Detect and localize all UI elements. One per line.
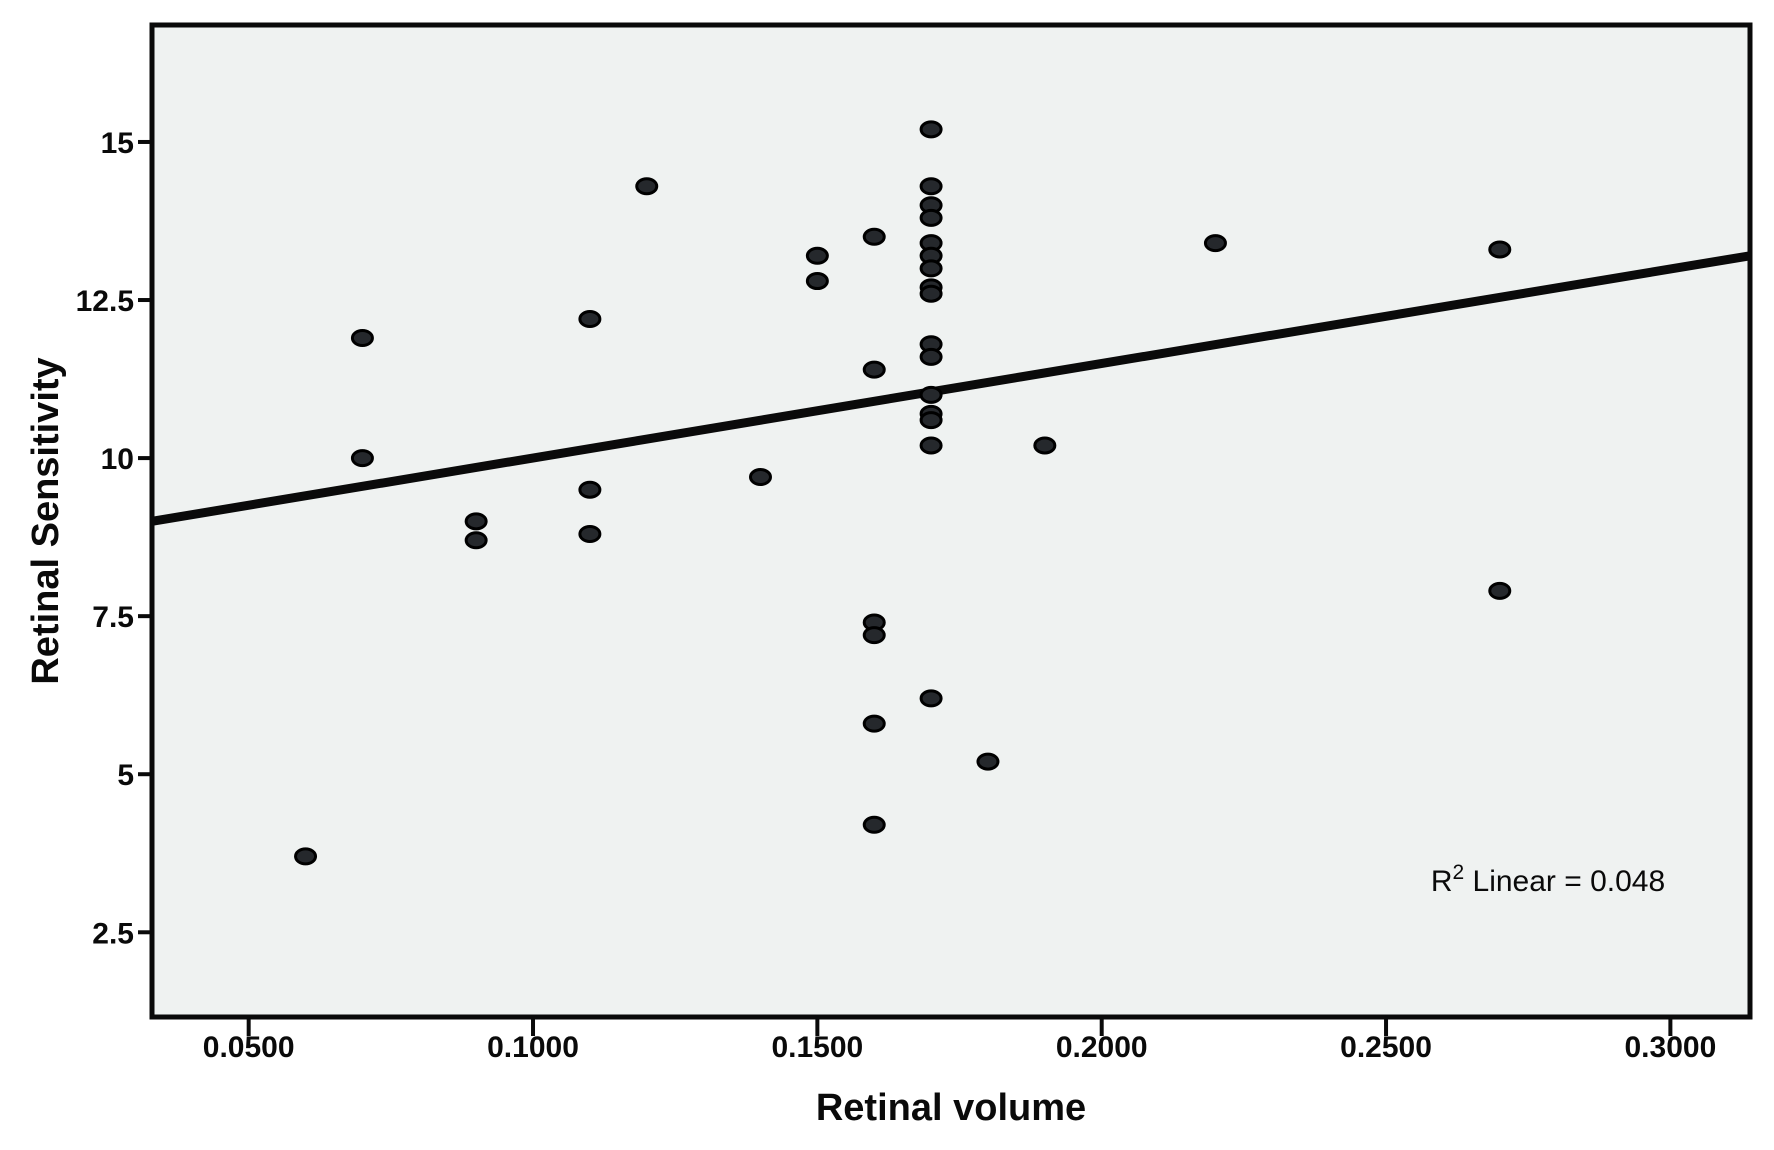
- data-point: [805, 246, 829, 265]
- data-point: [805, 272, 829, 291]
- x-axis-tick-label: 0.1500: [771, 1031, 863, 1064]
- data-point: [862, 714, 886, 733]
- data-point: [862, 227, 886, 246]
- plot-frame-layer: [149, 22, 1753, 1020]
- y-axis-title: Retinal Sensitivity: [25, 357, 67, 684]
- data-point: [635, 177, 659, 196]
- data-point: [1203, 234, 1227, 253]
- regression-line: [151, 251, 1751, 526]
- data-point: [919, 347, 943, 366]
- data-point: [919, 208, 943, 227]
- data-point: [748, 468, 772, 487]
- x-axis-tick-label: 0.2500: [1340, 1031, 1432, 1064]
- y-axis-tick-label: 10: [101, 443, 134, 476]
- x-axis-tick-label: 0.1000: [487, 1031, 579, 1064]
- data-point: [578, 309, 602, 328]
- y-axis-tick-label: 5: [117, 759, 134, 792]
- data-point: [919, 385, 943, 404]
- data-point: [919, 689, 943, 708]
- r2-annotation: R2 Linear = 0.048: [1431, 861, 1665, 898]
- x-axis-tick-label: 0.3000: [1625, 1031, 1717, 1064]
- axis-ticks-layer: 0.0500 0.1000 0.1500 0.2000 0.2500 0.3000 2.5 5…: [76, 127, 1717, 1064]
- plot-background: [152, 25, 1750, 1017]
- data-point: [919, 436, 943, 455]
- data-point: [919, 259, 943, 278]
- data-point: [862, 360, 886, 379]
- data-point: [862, 815, 886, 834]
- data-point: [919, 177, 943, 196]
- data-points-layer: [294, 120, 1512, 866]
- data-point: [1488, 240, 1512, 259]
- data-point: [294, 847, 318, 866]
- regression-line-layer: [151, 251, 1751, 526]
- data-point: [976, 752, 1000, 771]
- data-point: [1488, 581, 1512, 600]
- data-point: [919, 411, 943, 430]
- data-point: [578, 524, 602, 543]
- data-point: [919, 284, 943, 303]
- data-point: [919, 120, 943, 139]
- data-point: [350, 328, 374, 347]
- y-axis-tick-label: 2.5: [92, 917, 134, 950]
- plot-frame: [149, 22, 1753, 1020]
- x-axis-tick-label: 0.0500: [203, 1031, 295, 1064]
- data-point: [1033, 436, 1057, 455]
- y-axis-tick-label: 7.5: [92, 601, 134, 634]
- plot-area: [152, 25, 1750, 1017]
- x-axis-title: Retinal volume: [816, 1087, 1086, 1129]
- y-axis-tick-label: 12.5: [76, 285, 134, 318]
- data-point: [350, 449, 374, 468]
- data-point: [464, 531, 488, 550]
- data-point: [464, 512, 488, 531]
- x-axis-tick-label: 0.2000: [1056, 1031, 1148, 1064]
- data-point: [862, 626, 886, 645]
- y-axis-tick-label: 15: [101, 127, 134, 160]
- data-point: [578, 480, 602, 499]
